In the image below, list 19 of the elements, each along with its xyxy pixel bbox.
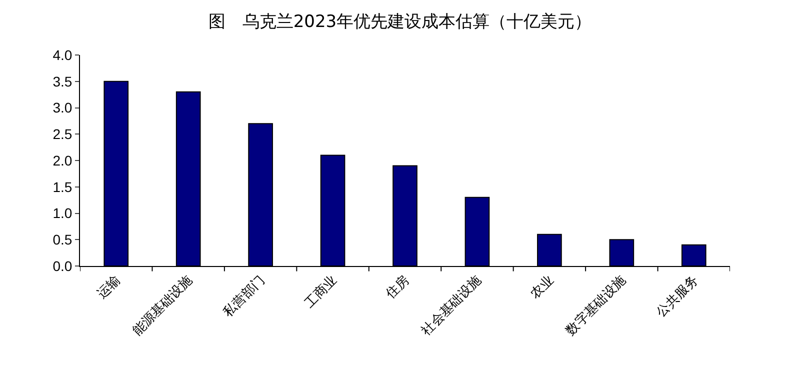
x-tick-label: 公共服务 — [654, 272, 702, 320]
x-tick-label: 能源基础设施 — [130, 272, 196, 339]
x-tick-label: 数字基础设施 — [562, 272, 630, 339]
x-tick-label: 住房 — [382, 272, 412, 303]
y-tick-label: 3.5 — [52, 73, 72, 90]
y-tick-label: 0.5 — [52, 232, 72, 248]
x-tick-label: 农业 — [528, 272, 557, 302]
x-tick-label: 工商业 — [302, 272, 340, 312]
y-tick-label: 4.0 — [52, 46, 72, 63]
x-tick-label: 私营部门 — [220, 272, 268, 320]
x-tick-label: 运输 — [94, 272, 124, 302]
y-tick-label: 2.0 — [52, 152, 72, 168]
chart-title: 图 乌克兰2023年优先建设成本估算（十亿美元） — [208, 12, 592, 32]
y-tick-label: 1.0 — [52, 205, 72, 222]
y-tick-label: 2.5 — [52, 126, 72, 142]
y-tick-label: 0.0 — [52, 258, 72, 274]
x-tick-label: 社会基础设施 — [418, 272, 485, 339]
y-tick-label: 3.0 — [52, 100, 72, 116]
y-tick-label: 1.5 — [52, 178, 72, 195]
